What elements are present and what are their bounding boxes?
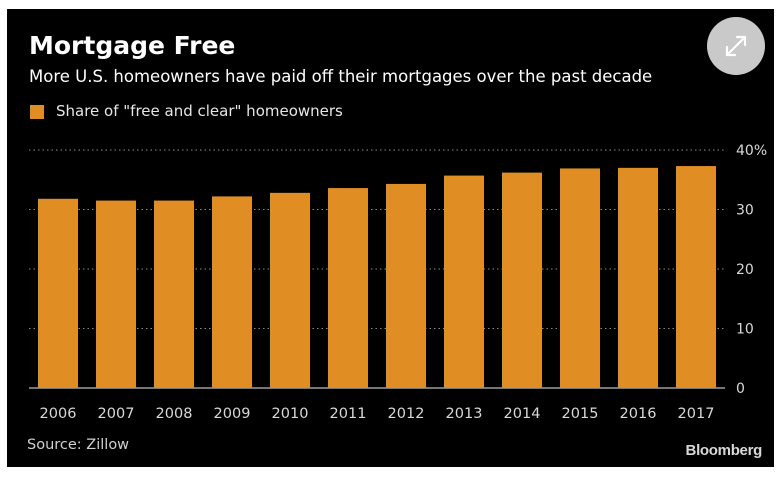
x-tick-label: 2010 [272,406,309,422]
x-tick-label: 2017 [678,406,715,422]
x-tick-label: 2009 [214,406,251,422]
x-tick-label: 2006 [40,406,77,422]
y-tick-label: 20 [736,262,754,278]
bar [211,196,253,388]
y-tick-label: 10 [736,322,754,338]
bar [617,167,659,388]
x-tick-label: 2015 [562,406,599,422]
x-tick-label: 2014 [504,406,541,422]
bar [501,172,543,388]
legend-label: Share of "free and clear" homeowners [56,102,343,120]
x-tick-label: 2008 [156,406,193,422]
expand-button[interactable] [707,17,765,75]
bar [37,198,79,388]
bloomberg-logo: Bloomberg [685,442,763,459]
bar [269,192,311,388]
bar [153,200,195,388]
chart-subtitle: More U.S. homeowners have paid off their… [29,67,653,86]
chart-title: Mortgage Free [29,31,236,60]
x-tick-label: 2011 [330,406,367,422]
bar [385,183,427,388]
x-tick-label: 2016 [620,406,657,422]
x-tick-label: 2007 [98,406,135,422]
y-tick-label: 40% [736,143,767,159]
y-tick-label: 30 [736,203,754,219]
source-note: Source: Zillow [27,437,130,453]
bar [559,168,601,388]
bar [95,200,137,388]
chart-panel: Mortgage Free More U.S. homeowners have … [7,9,774,467]
bar [675,166,717,388]
legend-swatch [30,105,44,119]
y-tick-label: 0 [736,381,745,397]
bar [443,175,485,388]
expand-arrows-icon [725,35,747,57]
x-tick-label: 2013 [446,406,483,422]
x-tick-label: 2012 [388,406,425,422]
bar-chart: 0 10 20 30 40% 2006 2007 2008 2009 2010 2011 2012 20… [29,143,767,422]
bar [327,188,369,388]
